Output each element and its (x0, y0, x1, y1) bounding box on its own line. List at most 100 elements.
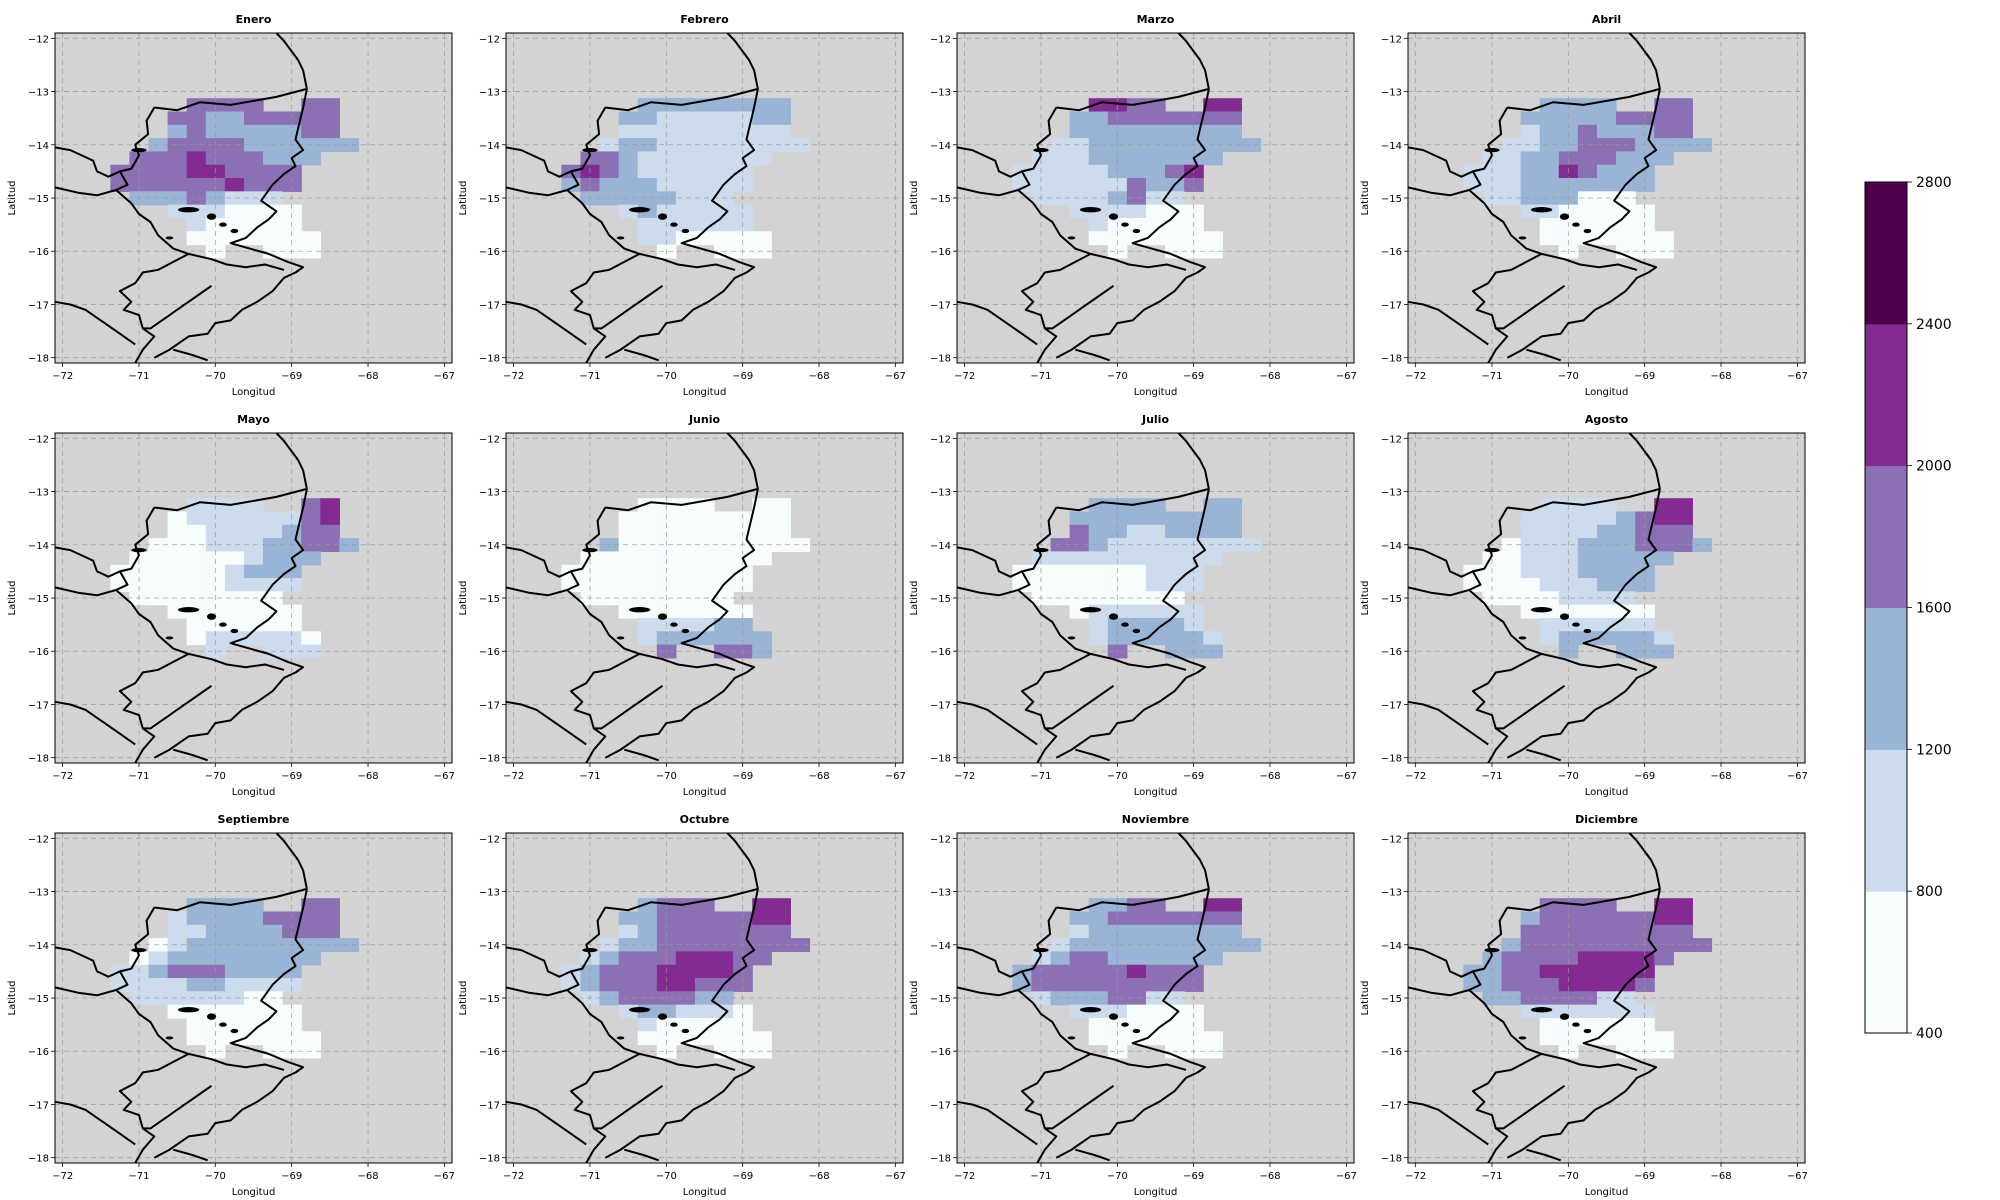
data-cell (637, 964, 658, 979)
data-cell (1222, 511, 1242, 526)
data-cell (243, 604, 264, 619)
border-line (1075, 1148, 1111, 1162)
x-tick-label: −68 (1710, 1171, 1731, 1182)
x-tick-label: −69 (732, 1171, 753, 1182)
y-tick-label: −18 (479, 754, 500, 765)
border-line (54, 946, 132, 978)
data-cell (1145, 217, 1166, 232)
colorbar-tick-label: 2800 (1916, 175, 1952, 191)
data-cell (224, 578, 245, 592)
data-cell (263, 964, 283, 979)
data-cell (637, 124, 658, 139)
x-tick-label: −72 (954, 371, 975, 382)
data-cell (714, 1004, 734, 1019)
data-cell (1654, 498, 1674, 513)
y-tick-label: −16 (479, 1047, 500, 1058)
data-cell (1069, 564, 1090, 579)
x-tick-label: −72 (1405, 1171, 1426, 1182)
x-tick-label: −72 (52, 371, 73, 382)
data-cells (561, 498, 811, 659)
data-cell (1539, 964, 1560, 979)
data-cell (129, 578, 150, 592)
data-cell (1520, 538, 1541, 553)
y-tick-label: −18 (28, 754, 49, 765)
data-cell (1520, 924, 1541, 939)
island-marker (219, 222, 227, 227)
y-tick-label: −17 (1381, 300, 1402, 311)
y-tick-label: −13 (930, 888, 951, 899)
x-axis-label: Longitud (683, 387, 727, 398)
data-cell (148, 551, 169, 566)
y-tick-label: −12 (1381, 434, 1402, 445)
data-cell (599, 951, 620, 966)
data-cell (637, 991, 658, 1006)
data-cell (618, 978, 639, 992)
data-cell (618, 911, 639, 926)
data-cell (637, 924, 658, 939)
island-marker (657, 1013, 668, 1020)
border-line (275, 832, 308, 890)
data-cell (1654, 924, 1674, 939)
y-tick-label: −12 (1381, 34, 1402, 45)
data-cell (1654, 98, 1674, 113)
data-cell (1673, 924, 1693, 939)
data-cell (1069, 511, 1090, 526)
border-line (1075, 748, 1111, 762)
border-line (593, 284, 664, 330)
data-cell (694, 204, 715, 219)
border-line (726, 32, 759, 90)
data-cell (1165, 164, 1185, 179)
border-line (1177, 32, 1210, 90)
data-cell (1069, 951, 1090, 966)
data-cell (637, 138, 658, 153)
data-cell (1050, 978, 1071, 992)
data-cell (1692, 938, 1713, 953)
island-marker (1484, 547, 1500, 553)
data-cell (1126, 964, 1147, 979)
data-cell (1069, 164, 1090, 179)
data-cell (205, 124, 226, 139)
data-cell (243, 217, 264, 232)
data-cell (733, 231, 753, 246)
data-cell (148, 951, 169, 966)
y-tick-label: −18 (28, 354, 49, 365)
data-cell (1145, 511, 1166, 526)
y-tick-label: −17 (930, 700, 951, 711)
data-cell (1577, 138, 1598, 153)
data-cell (129, 978, 150, 992)
island-marker (1121, 222, 1129, 227)
data-cell (1520, 911, 1541, 926)
data-cell (320, 138, 340, 153)
border-line (604, 488, 759, 759)
border-line (566, 189, 736, 271)
data-cell (205, 951, 226, 966)
data-cell (656, 1031, 677, 1046)
border-line (593, 684, 664, 730)
data-cell (694, 1004, 715, 1019)
data-cell (1145, 617, 1166, 632)
y-tick-label: −18 (479, 354, 500, 365)
data-cell (186, 924, 207, 939)
data-cell (1577, 204, 1598, 219)
map-panel-agosto: −72 −71 −70 −69 −68 −67 −12 −13 −14 −15 −16 −17 −18 A… (1360, 413, 1808, 798)
data-cell (1107, 124, 1128, 139)
data-cell (1577, 191, 1598, 206)
data-cell (1088, 617, 1109, 632)
data-cell (1635, 178, 1655, 192)
island-marker (657, 213, 668, 220)
data-cell (733, 1031, 753, 1046)
x-tick-label: −69 (732, 371, 753, 382)
data-cell (167, 551, 188, 566)
island-marker (1559, 1013, 1570, 1020)
data-cell (637, 951, 658, 966)
data-cell (1088, 978, 1109, 992)
data-cell (243, 978, 264, 992)
data-cell (243, 551, 264, 566)
data-cell (1145, 978, 1166, 992)
data-cell (1126, 217, 1147, 232)
data-cell (301, 151, 321, 166)
data-cell (205, 231, 226, 246)
data-cell (263, 524, 283, 539)
data-cell (1222, 98, 1242, 113)
x-axis-label: Longitud (232, 1187, 276, 1198)
